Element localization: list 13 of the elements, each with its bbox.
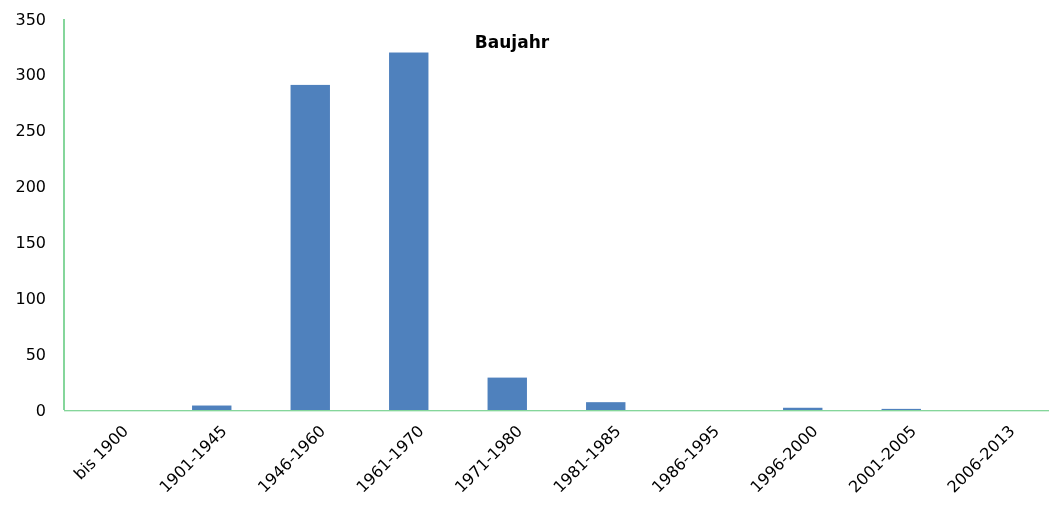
y-tick-label: 100 [15, 288, 46, 308]
y-tick-label: 200 [15, 177, 46, 197]
y-tick-label: 50 [25, 344, 46, 364]
bar [290, 84, 330, 410]
y-tick-label: 350 [15, 9, 46, 29]
bar [389, 52, 429, 410]
y-tick-label: 150 [15, 233, 46, 253]
bar [586, 402, 626, 410]
y-tick-label: 0 [35, 400, 46, 420]
text: Baujahr [474, 32, 550, 52]
y-tick-label: 300 [15, 65, 46, 85]
bar [487, 377, 527, 410]
y-tick-label: 250 [15, 121, 46, 141]
